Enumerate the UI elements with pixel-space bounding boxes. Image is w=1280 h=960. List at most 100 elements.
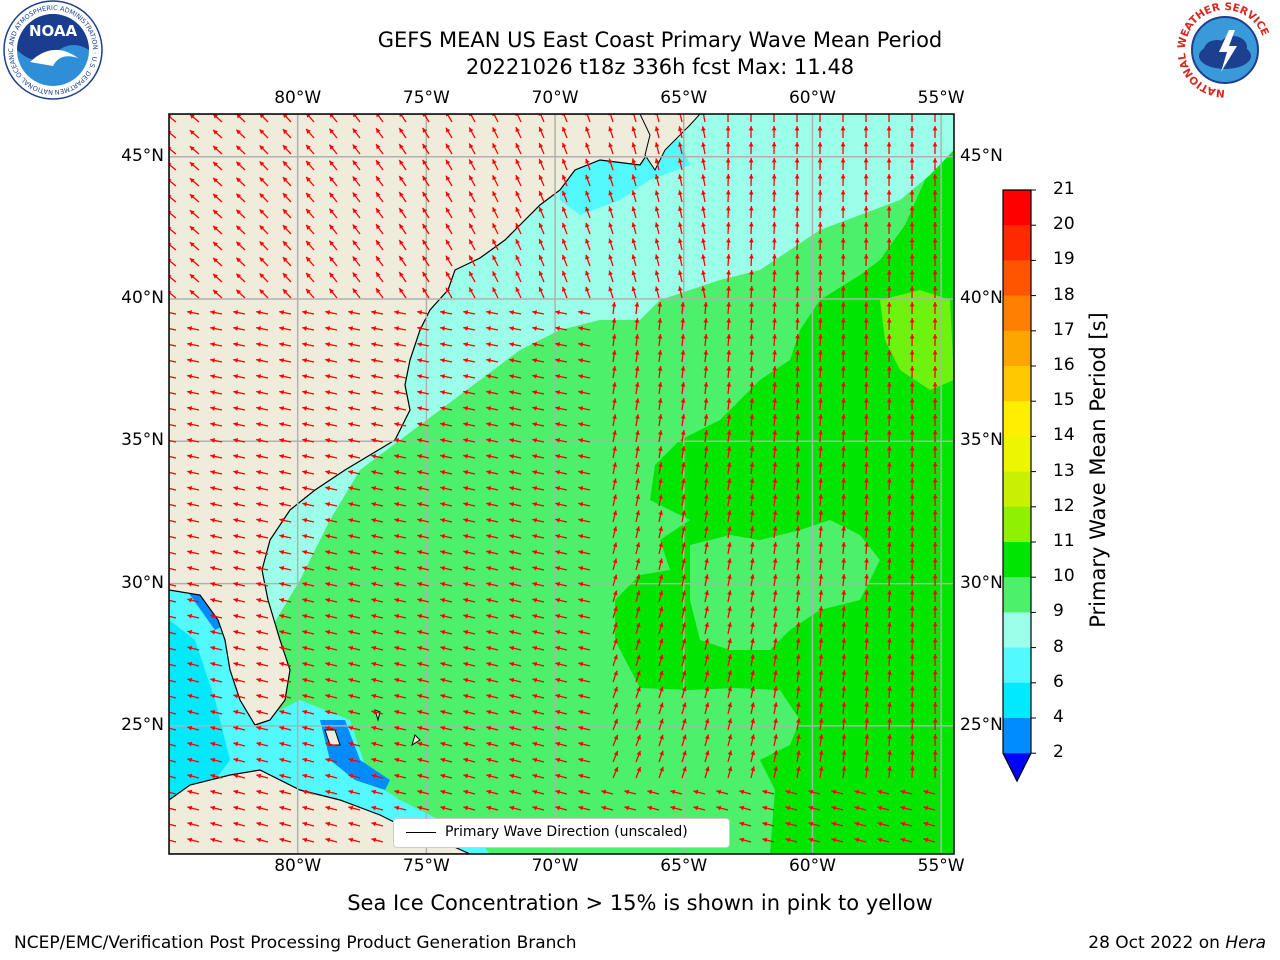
wave-direction-arrowhead <box>726 382 732 387</box>
wave-direction-arrowhead <box>282 225 288 231</box>
wave-direction-arrowhead <box>348 773 354 779</box>
wave-direction-arrowhead <box>492 143 497 149</box>
wave-direction-arrow <box>679 114 683 123</box>
wave-direction-arrowhead <box>463 565 469 571</box>
wave-direction-arrowhead <box>394 390 400 395</box>
wave-direction-arrowhead <box>840 206 846 211</box>
wave-direction-arrowhead <box>704 686 710 692</box>
wave-direction-arrowhead <box>795 462 801 467</box>
wave-direction-arrowhead <box>371 390 377 395</box>
wave-direction-arrowhead <box>279 661 285 667</box>
wave-direction-arrowhead <box>348 837 354 843</box>
wave-direction-arrowhead <box>631 222 637 228</box>
wave-direction-arrowhead <box>371 693 377 699</box>
wave-direction-arrowhead <box>840 334 846 339</box>
wave-direction-arrowhead <box>233 342 239 347</box>
wave-direction-arrow <box>169 471 177 475</box>
wave-direction-arrowhead <box>325 629 331 635</box>
wave-direction-arrowhead <box>864 734 870 739</box>
wave-direction-arrowhead <box>748 126 754 131</box>
wave-direction-arrowhead <box>909 526 915 531</box>
wave-direction-arrowhead <box>818 558 824 563</box>
wave-direction-arrowhead <box>233 613 239 619</box>
wave-direction-arrowhead <box>236 225 242 231</box>
wave-direction-arrowhead <box>376 272 381 278</box>
wave-direction-arrowhead <box>348 470 354 475</box>
wave-direction-arrowhead <box>233 693 239 699</box>
wave-direction-arrowhead <box>748 206 754 211</box>
wave-direction-arrowhead <box>486 709 492 715</box>
wave-direction-arrowhead <box>677 126 683 132</box>
wave-direction-arrowhead <box>701 142 706 147</box>
wave-direction-arrowhead <box>233 725 239 731</box>
wave-direction-arrowhead <box>399 240 404 246</box>
wave-direction-arrowhead <box>279 565 285 571</box>
wave-direction-arrowhead <box>394 374 400 379</box>
wave-direction-arrowhead <box>306 272 311 278</box>
wave-direction-arrowhead <box>279 438 285 443</box>
wave-direction-arrowhead <box>932 734 938 739</box>
wave-direction-arrow <box>493 114 499 123</box>
wave-direction-arrowhead <box>325 454 331 459</box>
wave-direction-arrowhead <box>348 789 354 795</box>
wave-direction-arrowhead <box>325 677 331 683</box>
wave-direction-arrowhead <box>302 533 308 539</box>
wave-direction-arrowhead <box>555 326 561 331</box>
wave-direction-arrowhead <box>279 837 285 843</box>
wave-direction-arrowhead <box>463 645 469 651</box>
wave-direction-arrowhead <box>325 549 331 555</box>
wave-direction-arrowhead <box>840 142 846 147</box>
wave-direction-arrowhead <box>348 310 354 315</box>
wave-direction-arrowhead <box>210 310 216 315</box>
wave-direction-arrowhead <box>693 805 699 811</box>
wave-direction-arrowhead <box>887 750 892 755</box>
wave-direction-arrowhead <box>187 581 193 587</box>
wave-direction-arrowhead <box>371 741 377 747</box>
wave-direction-arrowhead <box>233 837 239 843</box>
wave-direction-arrowhead <box>701 238 706 243</box>
wave-direction-arrowhead <box>703 350 709 355</box>
wave-direction-arrowhead <box>440 406 446 411</box>
wave-direction-arrowhead <box>608 190 613 196</box>
wave-direction-arrowhead <box>279 501 285 507</box>
wave-direction-arrowhead <box>886 318 892 323</box>
wave-direction-arrowhead <box>555 581 561 587</box>
wave-direction-arrowhead <box>329 176 335 182</box>
wave-direction-arrowhead <box>654 126 660 132</box>
wave-direction-arrowhead <box>817 270 823 275</box>
wave-direction-arrowhead <box>909 206 915 211</box>
wave-direction-arrowhead <box>210 677 216 683</box>
wave-direction-arrowhead <box>771 174 777 179</box>
wave-direction-arrowhead <box>658 638 664 644</box>
wave-direction-arrowhead <box>613 718 619 724</box>
wave-direction-arrowhead <box>818 590 824 595</box>
wave-direction-arrowhead <box>795 590 801 595</box>
wave-direction-arrowhead <box>794 126 800 131</box>
wave-direction-arrowhead <box>808 821 814 827</box>
wave-direction-arrowhead <box>233 789 239 795</box>
wave-direction-arrowhead <box>376 128 381 134</box>
wave-direction-arrowhead <box>555 501 561 507</box>
wave-direction-arrowhead <box>932 334 938 339</box>
wave-direction-arrowhead <box>677 190 683 196</box>
wave-direction-arrowhead <box>371 789 377 795</box>
wave-direction-arrowhead <box>727 734 733 740</box>
wave-direction-arrowhead <box>440 757 446 763</box>
wave-direction-arrowhead <box>863 318 869 323</box>
wave-direction-arrowhead <box>726 398 732 403</box>
wave-direction-arrowhead <box>348 533 354 539</box>
wave-direction-arrow <box>446 114 453 123</box>
wave-direction-arrowhead <box>210 549 216 555</box>
wave-direction-arrowhead <box>631 190 637 196</box>
wave-direction-arrowhead <box>210 773 216 779</box>
wave-direction-arrowhead <box>325 565 331 571</box>
wave-direction-arrowhead <box>259 241 265 247</box>
wave-direction-arrowhead <box>422 271 427 277</box>
wave-direction-arrowhead <box>302 501 308 507</box>
wave-direction-arrowhead <box>725 206 731 211</box>
wave-direction-arrowhead <box>279 645 285 651</box>
wave-direction-arrowhead <box>887 718 892 723</box>
wave-direction-arrowhead <box>909 670 915 675</box>
wave-direction-arrowhead <box>279 677 285 683</box>
wave-direction-arrowhead <box>727 606 732 612</box>
